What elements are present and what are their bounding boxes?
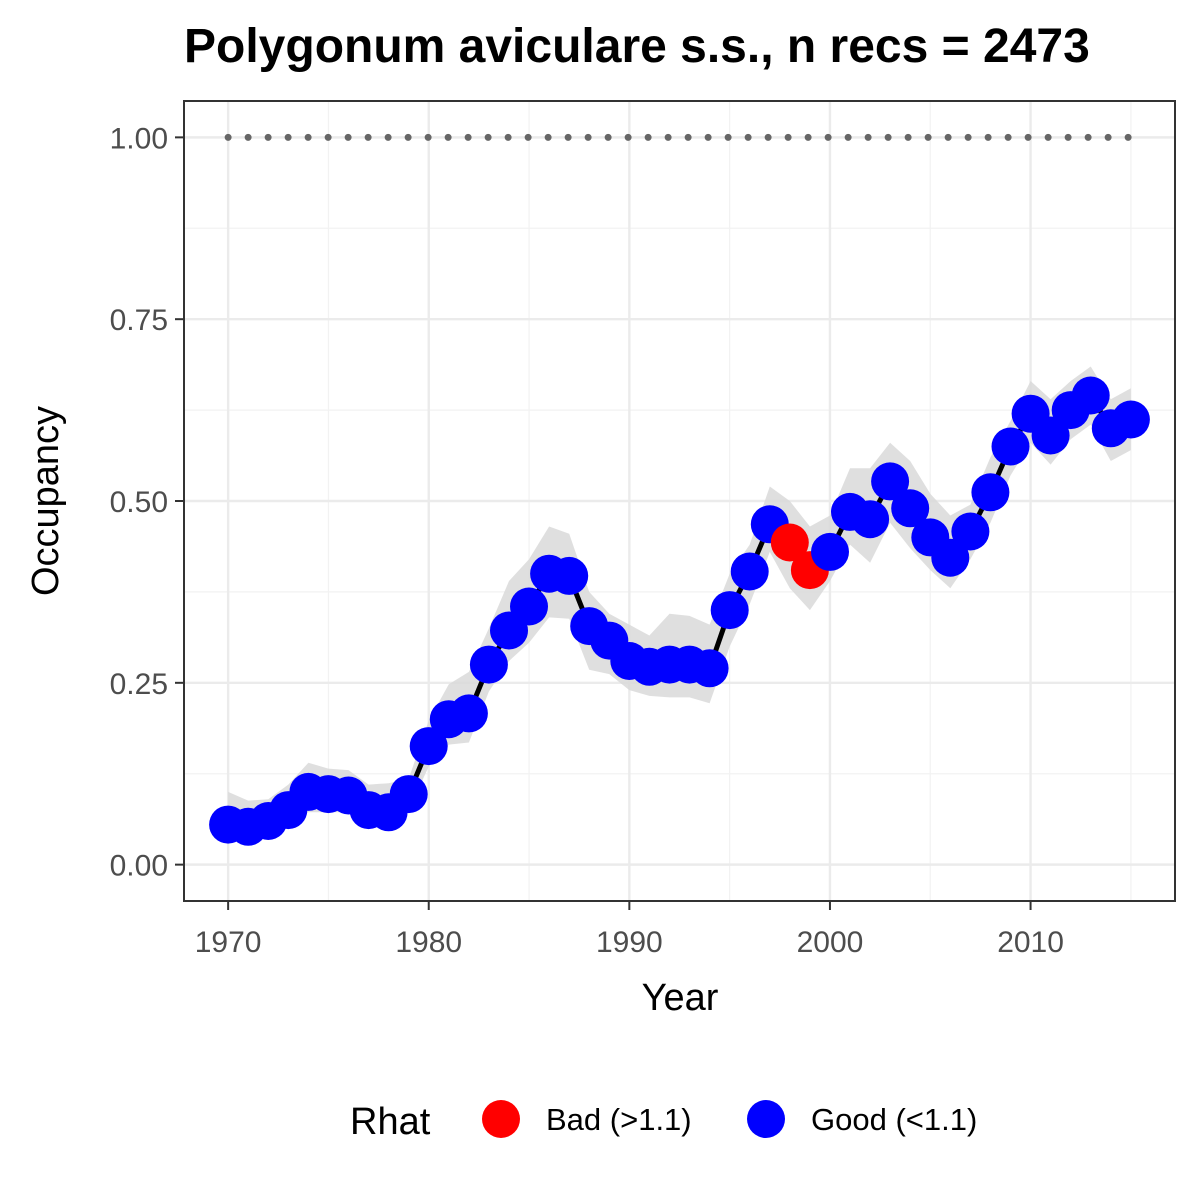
y-axis-title: Occupancy	[25, 406, 67, 596]
legend: Rhat Bad (>1.1) Good (<1.1)	[350, 1100, 977, 1143]
data-point-2008	[971, 473, 1010, 512]
x-axis-title: Year	[642, 977, 719, 1019]
data-point-2013	[1071, 376, 1110, 415]
plot-panel	[183, 100, 1176, 902]
data-point-2003	[871, 462, 910, 501]
data-point-1994	[690, 649, 729, 688]
data-point-1996	[730, 552, 769, 591]
data-point-2000	[811, 532, 849, 571]
data-point-1980	[409, 727, 448, 766]
data-point-1987	[550, 556, 589, 595]
data-point-1998	[770, 523, 809, 562]
data-point-2002	[851, 500, 890, 539]
legend-label-good: Good (<1.1)	[811, 1102, 977, 1137]
x-tick-label-2010: 2010	[997, 926, 1064, 959]
data-point-1995	[710, 591, 749, 630]
y-tick-label-0.75: 0.75	[110, 304, 168, 337]
x-tick-label-1990: 1990	[596, 926, 663, 959]
data-point-2007	[951, 512, 990, 551]
x-axis: 1970 1980 1990 2000 2010	[195, 901, 1064, 959]
data-point-1983	[469, 645, 508, 684]
data-point-2011	[1031, 416, 1070, 455]
data-points	[209, 376, 1150, 846]
legend-label-bad: Bad (>1.1)	[546, 1102, 692, 1137]
x-tick-label-1980: 1980	[395, 926, 462, 959]
y-tick-label-0.50: 0.50	[110, 486, 168, 519]
data-point-1982	[449, 694, 488, 733]
data-point-1979	[389, 775, 428, 814]
data-point-1985	[510, 587, 548, 626]
x-tick-label-2000: 2000	[797, 926, 864, 959]
y-axis: 0.00 0.25 0.50 0.75 1.00	[110, 122, 184, 883]
data-point-2004	[891, 489, 930, 528]
data-point-2015	[1111, 400, 1150, 439]
y-tick-label-0.25: 0.25	[110, 668, 168, 701]
y-tick-label-1.00: 1.00	[110, 122, 168, 155]
y-tick-label-0.00: 0.00	[110, 850, 168, 883]
data-point-2006	[931, 538, 970, 577]
data-point-2009	[991, 427, 1030, 466]
x-tick-label-1970: 1970	[195, 926, 262, 959]
chart-title: Polygonum aviculare s.s., n recs = 2473	[184, 20, 1090, 73]
legend-swatch-good	[747, 1100, 785, 1138]
legend-swatch-bad	[482, 1100, 520, 1138]
legend-title: Rhat	[350, 1101, 431, 1143]
